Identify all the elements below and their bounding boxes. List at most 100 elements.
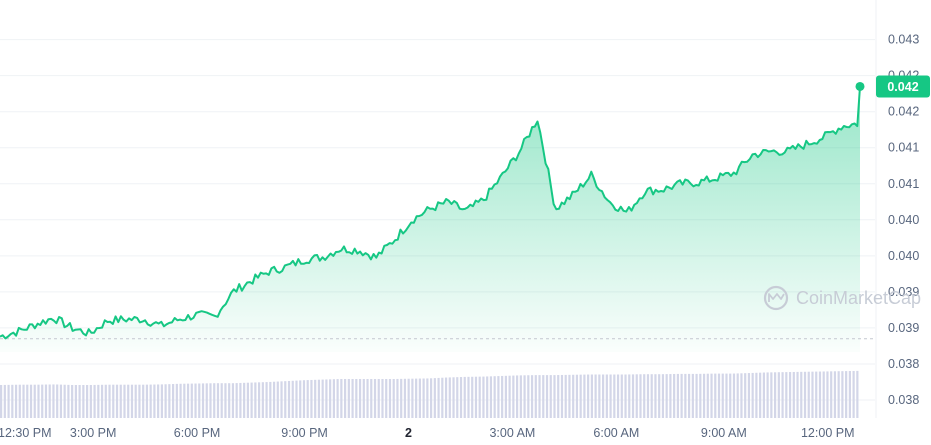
y-tick-label: 0.041 (888, 177, 919, 191)
y-tick-label: 0.039 (888, 321, 919, 335)
volume-bar (115, 384, 119, 418)
volume-bar (160, 384, 163, 418)
volume-bar (209, 383, 212, 418)
y-tick-label: 0.042 (888, 105, 919, 119)
volume-bar (848, 371, 851, 418)
volume-bar (811, 371, 814, 418)
volume-bar (572, 374, 575, 418)
volume-bar (486, 376, 489, 418)
volume-bar (602, 374, 605, 418)
volume-bar (168, 384, 171, 418)
x-tick-label: 9:00 PM (281, 426, 328, 440)
volume-bar (400, 378, 403, 418)
volume-bar (856, 370, 859, 418)
volume-bar (250, 382, 253, 418)
volume-bar (358, 379, 362, 418)
price-area (0, 86, 860, 352)
volume-bar (104, 384, 107, 418)
volume-bar (310, 379, 313, 418)
volume-bar (747, 373, 751, 418)
volume-bar (284, 381, 287, 418)
volume-bar (194, 383, 197, 418)
volume-bar (97, 384, 100, 418)
x-axis-ticks: 12:30 PM 3:00 PM 6:00 PM 9:00 PM 2 3:00 AM 6:0… (0, 426, 855, 440)
volume-bar (388, 379, 392, 418)
volume-bar (822, 371, 825, 418)
volume-bar (100, 384, 104, 418)
volume-bar (317, 379, 321, 418)
volume-bar (579, 374, 582, 418)
volume-bar (321, 379, 324, 418)
volume-bar (639, 374, 642, 418)
volume-bar (669, 374, 672, 418)
volume-bar (803, 371, 807, 418)
price-line-group (0, 86, 861, 340)
volume-bar (796, 371, 799, 418)
watermark-text: CoinMarketCap (796, 288, 921, 308)
volume-bar (691, 373, 694, 418)
last-price-dot (855, 81, 865, 91)
volume-bar (792, 371, 795, 418)
volume-bar (261, 382, 264, 418)
volume-bar (213, 383, 216, 418)
y-tick-label: 0.038 (888, 393, 919, 407)
volume-bar (759, 372, 762, 418)
volume-bar (504, 375, 507, 418)
volume-bar (127, 384, 130, 418)
volume-bar (3, 384, 6, 418)
volume-bar (258, 382, 261, 418)
volume-bar (14, 384, 18, 418)
volume-bar (807, 371, 810, 418)
volume-bar (33, 384, 36, 418)
volume-bar (587, 374, 590, 418)
volume-bar (830, 371, 833, 418)
volume-bar (826, 371, 829, 418)
volume-bar (56, 384, 59, 418)
volume-bar (325, 379, 328, 418)
volume-bar (631, 374, 635, 418)
volume-bar (336, 379, 339, 418)
volume-bar (501, 375, 504, 418)
volume-bar (646, 374, 650, 418)
volume-bar (661, 374, 665, 418)
volume-bar (833, 371, 837, 418)
volume-bar (688, 373, 691, 418)
volume-bar (119, 384, 122, 418)
volume-bar (781, 372, 784, 418)
volume-bar (448, 377, 451, 418)
volume-bar (467, 376, 470, 418)
volume-bar (347, 379, 350, 418)
volume-bar (403, 378, 407, 418)
volume-bar (329, 379, 332, 418)
volume-bar (452, 377, 455, 418)
volume-bar (665, 374, 668, 418)
volume-bar (702, 373, 706, 418)
volume-bar (108, 384, 111, 418)
volume-bar (609, 374, 612, 418)
y-tick-label: 0.040 (888, 213, 919, 227)
x-tick-label: 6:00 PM (174, 426, 221, 440)
volume-bar (437, 377, 440, 418)
volume-bar (142, 384, 145, 418)
y-tick-label: 0.038 (888, 357, 919, 371)
volume-bar (444, 377, 448, 418)
x-tick-label: 6:00 AM (593, 426, 639, 440)
price-area-fill (0, 86, 860, 352)
x-tick-label: 2 (405, 426, 412, 440)
volume-bar (175, 383, 178, 418)
volume-bar (616, 374, 620, 418)
volume-bar (216, 383, 220, 418)
volume-bar (766, 372, 769, 418)
volume-bar (269, 381, 272, 418)
volume-bar (224, 383, 227, 418)
volume-bar (0, 385, 3, 418)
volume-bar (201, 383, 205, 418)
volume-bar (422, 378, 425, 418)
volume-bar (48, 384, 51, 418)
volume-bar (564, 374, 567, 418)
volume-bar (774, 372, 777, 418)
x-tick-label: 9:00 AM (701, 426, 747, 440)
volume-bar (82, 385, 85, 418)
current-price-badge (876, 75, 930, 98)
